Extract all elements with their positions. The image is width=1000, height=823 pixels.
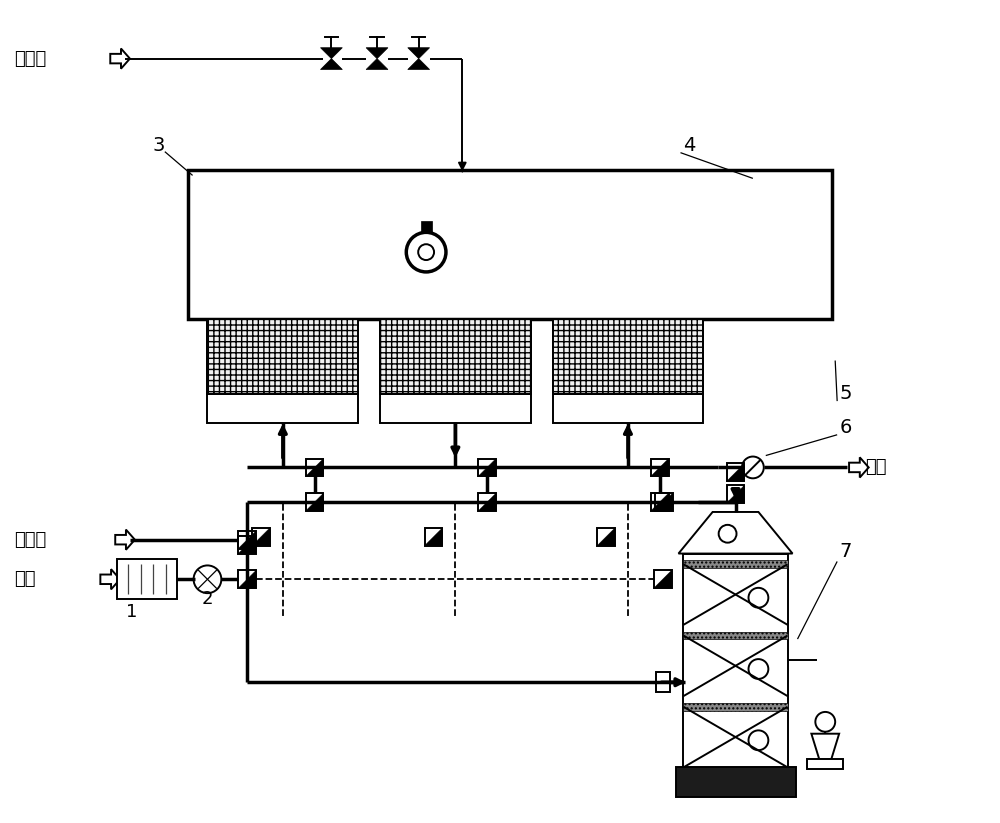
Text: 1: 1	[126, 603, 138, 621]
Bar	[188, 170, 832, 319]
Bar	[425, 528, 442, 546]
Polygon shape	[252, 528, 270, 546]
Bar	[553, 319, 703, 423]
Text: 7: 7	[839, 542, 852, 561]
Bar	[252, 528, 270, 546]
Polygon shape	[478, 493, 496, 511]
Polygon shape	[425, 528, 442, 546]
Polygon shape	[238, 570, 256, 588]
Bar	[207, 319, 358, 423]
Bar	[207, 319, 358, 393]
Polygon shape	[321, 58, 342, 69]
Bar	[651, 493, 669, 511]
Bar	[676, 767, 796, 797]
Bar	[807, 760, 843, 770]
Bar	[238, 570, 256, 588]
Bar	[421, 221, 432, 232]
Polygon shape	[238, 536, 256, 554]
Bar	[380, 319, 531, 393]
Polygon shape	[366, 58, 388, 69]
Bar	[683, 703, 788, 711]
Polygon shape	[651, 493, 669, 511]
Bar	[683, 631, 788, 639]
Polygon shape	[306, 493, 323, 511]
Bar	[553, 319, 703, 393]
Bar	[380, 319, 531, 423]
Text: 2: 2	[202, 590, 213, 608]
Polygon shape	[727, 486, 744, 503]
Bar	[478, 493, 496, 511]
Polygon shape	[408, 58, 430, 69]
Bar	[651, 458, 669, 477]
Bar	[117, 560, 177, 599]
Bar	[238, 536, 256, 554]
Polygon shape	[811, 733, 839, 760]
Text: 天然气: 天然气	[14, 49, 46, 67]
Bar	[478, 458, 496, 477]
Bar	[306, 493, 323, 511]
Bar	[656, 672, 670, 692]
Text: 排放: 排放	[865, 458, 886, 477]
Text: 4: 4	[683, 137, 696, 156]
Polygon shape	[321, 48, 342, 58]
Text: 5: 5	[839, 384, 852, 402]
Polygon shape	[478, 458, 496, 477]
Bar	[306, 458, 323, 477]
Polygon shape	[597, 528, 615, 546]
Bar	[654, 570, 672, 588]
Bar	[655, 493, 673, 511]
Polygon shape	[306, 458, 323, 477]
Bar	[727, 463, 744, 481]
Polygon shape	[651, 458, 669, 477]
Bar	[683, 554, 788, 767]
Circle shape	[194, 565, 221, 593]
Polygon shape	[655, 493, 673, 511]
Text: 3: 3	[153, 137, 165, 156]
Polygon shape	[366, 48, 388, 58]
Bar	[727, 486, 744, 503]
Text: 废气: 废气	[14, 570, 36, 588]
Circle shape	[742, 457, 764, 478]
Polygon shape	[654, 570, 672, 588]
Polygon shape	[408, 48, 430, 58]
Circle shape	[406, 232, 446, 272]
Polygon shape	[679, 512, 793, 554]
Polygon shape	[238, 531, 256, 549]
Text: 6: 6	[839, 418, 852, 437]
Text: 吹扫风: 吹扫风	[14, 531, 46, 549]
Bar	[683, 560, 788, 568]
Bar	[597, 528, 615, 546]
Polygon shape	[727, 463, 744, 481]
Bar	[238, 531, 256, 549]
